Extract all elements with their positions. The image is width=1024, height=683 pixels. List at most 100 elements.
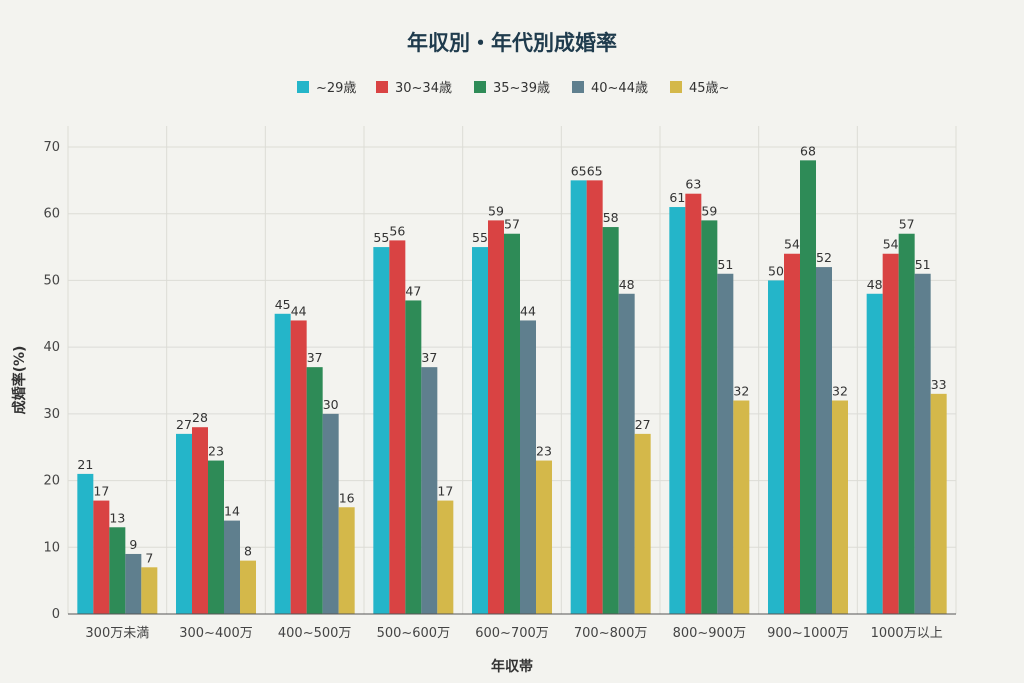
chart-legend: ~29歳 30~34歳 35~39歳 40~44歳 45歳~: [297, 81, 729, 96]
bar: [914, 273, 931, 614]
legend-label: 30~34歳: [395, 81, 452, 96]
data-label: 45: [275, 297, 291, 312]
data-label: 7: [145, 550, 153, 565]
legend-swatch: [670, 81, 682, 93]
y-tick-label: 10: [43, 540, 60, 555]
data-label: 54: [883, 237, 899, 252]
y-tick-label: 20: [43, 474, 60, 489]
bar: [586, 180, 603, 614]
legend-item: ~29歳: [297, 81, 356, 96]
data-label: 59: [488, 203, 504, 218]
y-axis-title: 成婚率(%): [11, 346, 28, 415]
data-label: 57: [504, 217, 520, 232]
data-label: 27: [176, 417, 192, 432]
x-tick-label: 1000万以上: [871, 626, 943, 641]
data-label: 30: [323, 397, 339, 412]
y-tick-label: 40: [43, 340, 60, 355]
data-label: 23: [536, 444, 552, 459]
x-tick-label: 800~900万: [673, 626, 747, 641]
y-tick-label: 30: [43, 407, 60, 422]
y-tick-label: 60: [43, 207, 60, 222]
bar: [274, 313, 291, 614]
legend-item: 40~44歳: [572, 81, 648, 96]
bar: [389, 240, 406, 614]
y-tick-label: 70: [43, 140, 60, 155]
bar: [520, 320, 536, 614]
data-label: 32: [733, 384, 749, 399]
x-tick-label: 900~1000万: [767, 626, 849, 641]
data-label: 37: [307, 350, 323, 365]
x-tick-label: 600~700万: [475, 626, 549, 641]
bar: [208, 460, 224, 614]
bar: [141, 567, 158, 614]
bar: [77, 473, 94, 614]
bar: [240, 560, 256, 614]
y-tick-label: 0: [52, 607, 60, 622]
legend-label: ~29歳: [316, 81, 356, 96]
bar: [125, 553, 142, 614]
data-label: 17: [93, 484, 109, 499]
legend-item: 45歳~: [670, 81, 729, 96]
bar: [669, 207, 686, 615]
legend-item: 30~34歳: [376, 81, 452, 96]
data-label: 44: [291, 303, 307, 318]
bar: [717, 273, 734, 614]
data-label: 28: [192, 410, 208, 425]
bar: [882, 253, 899, 614]
data-label: 21: [77, 457, 93, 472]
data-label: 44: [520, 303, 536, 318]
bar: [192, 427, 208, 614]
bar: [224, 520, 240, 614]
data-label: 17: [437, 484, 453, 499]
bar: [930, 393, 947, 614]
bar: [405, 300, 422, 614]
bar: [504, 233, 520, 614]
bar: [800, 160, 816, 615]
data-label: 16: [339, 490, 355, 505]
data-label: 58: [603, 210, 619, 225]
bar: [373, 247, 390, 615]
data-label: 27: [635, 417, 651, 432]
y-tick-label: 50: [43, 273, 60, 288]
bar: [109, 527, 126, 614]
bar: [421, 367, 438, 614]
legend-label: 40~44歳: [591, 81, 648, 96]
data-label: 13: [109, 510, 125, 525]
x-tick-label: 300~400万: [179, 626, 253, 641]
data-label: 55: [373, 230, 389, 245]
legend-swatch: [297, 81, 309, 93]
bar: [701, 220, 718, 614]
legend-swatch: [572, 81, 584, 93]
data-label: 48: [867, 277, 883, 292]
data-label: 8: [244, 544, 252, 559]
bar: [437, 500, 454, 614]
bar: [290, 320, 307, 614]
data-label: 56: [389, 223, 405, 238]
data-label: 52: [816, 250, 832, 265]
data-label: 55: [472, 230, 488, 245]
bar: [784, 253, 800, 614]
data-label: 32: [832, 384, 848, 399]
bar: [898, 233, 915, 614]
data-label: 59: [701, 203, 717, 218]
bar: [634, 433, 651, 614]
bar: [816, 267, 832, 614]
data-label: 9: [129, 537, 137, 552]
data-label: 37: [421, 350, 437, 365]
bar: [322, 413, 339, 614]
bar: [685, 193, 702, 614]
data-label: 68: [800, 143, 816, 158]
bar: [570, 180, 587, 614]
data-label: 14: [224, 504, 240, 519]
data-label: 47: [405, 283, 421, 298]
data-label: 50: [768, 263, 784, 278]
bar: [866, 293, 883, 614]
legend-item: 35~39歳: [474, 81, 550, 96]
data-label: 65: [587, 163, 603, 178]
bar: [733, 400, 750, 614]
bar: [488, 220, 504, 614]
y-axis: 0 10 20 30 40 50 60 70: [43, 140, 60, 622]
bar: [472, 247, 488, 615]
